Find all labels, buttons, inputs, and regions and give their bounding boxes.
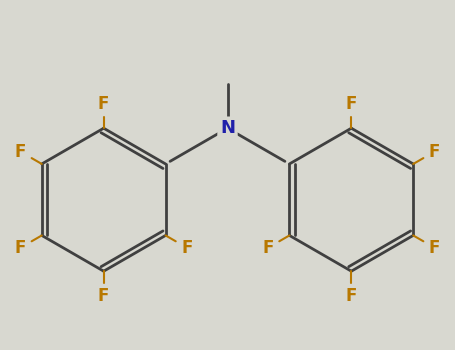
Text: N: N: [220, 119, 235, 137]
Text: F: F: [429, 142, 440, 161]
Text: F: F: [263, 239, 274, 257]
Text: F: F: [15, 142, 26, 161]
Text: F: F: [98, 94, 109, 112]
Text: F: F: [429, 239, 440, 257]
Text: F: F: [98, 287, 109, 305]
Text: F: F: [346, 287, 357, 305]
Text: F: F: [15, 239, 26, 257]
Text: F: F: [181, 239, 192, 257]
Text: F: F: [346, 94, 357, 112]
